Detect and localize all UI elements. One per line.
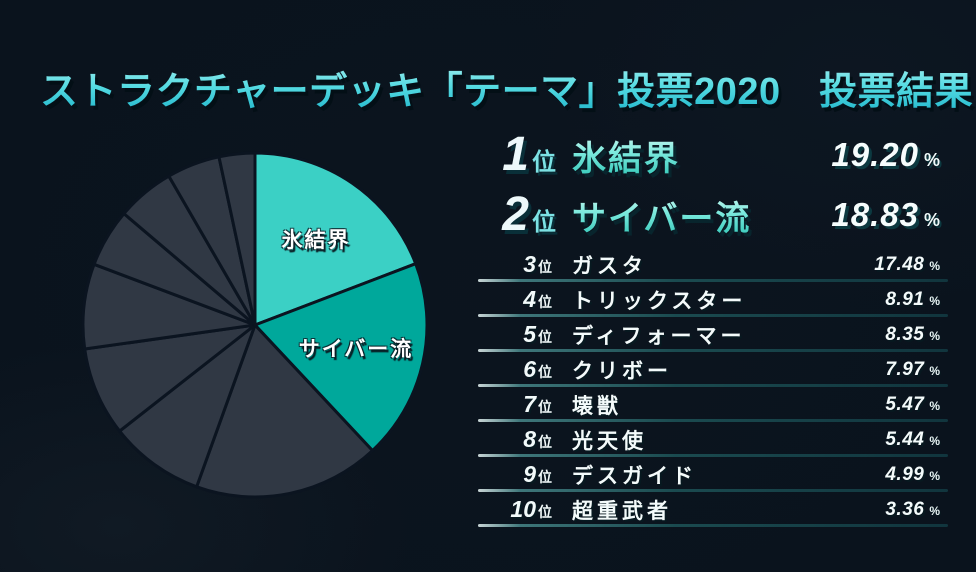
pie-chart	[80, 150, 430, 500]
vote-percent: 7.97 %	[885, 359, 940, 381]
ranking-row: 4 位 トリックスター 8.91 %	[478, 282, 948, 317]
vote-percent: 5.47 %	[885, 394, 940, 416]
ranking-row: 3 位 ガスタ 17.48 %	[478, 247, 948, 282]
rank-cell: 7 位	[482, 390, 552, 417]
rank-number: 9	[523, 460, 536, 487]
percent-sign: %	[923, 210, 940, 230]
ranking-row: 7 位 壊獣 5.47 %	[478, 387, 948, 422]
ranking-row: 10 位 超重武者 3.36 %	[478, 492, 948, 527]
theme-name: サイバー流	[572, 191, 831, 240]
rank-cell: 2 位	[482, 191, 556, 239]
vote-percent: 4.99 %	[885, 464, 940, 486]
rank-cell: 6 位	[482, 355, 552, 382]
top-rank-row-2: 2 位 サイバー流 18.83 %	[482, 186, 940, 244]
rank-cell: 8 位	[482, 425, 552, 452]
vote-percent: 17.48 %	[874, 254, 940, 276]
rank-suffix: 位	[538, 328, 552, 345]
percent-value: 17.48	[874, 253, 925, 275]
theme-name: トリックスター	[572, 289, 747, 313]
ranking-row: 8 位 光天使 5.44 %	[478, 422, 948, 457]
rank-suffix: 位	[538, 258, 552, 275]
rank-cell: 9 位	[482, 460, 552, 487]
theme-name: 氷結界	[572, 131, 831, 180]
pie-slice-2	[253, 262, 429, 453]
pie-slice-10	[217, 151, 257, 327]
percent-sign: %	[929, 433, 940, 448]
ranking-row: 5 位 ディフォーマー 8.35 %	[478, 317, 948, 352]
rank-suffix: 位	[532, 209, 556, 236]
vote-percent: 3.36 %	[885, 499, 940, 521]
rank-number: 10	[510, 495, 536, 522]
rank-suffix: 位	[538, 503, 552, 520]
rank-suffix: 位	[538, 433, 552, 450]
rank-number: 1	[502, 128, 529, 181]
ranking-row: 9 位 デスガイド 4.99 %	[478, 457, 948, 492]
rank-suffix: 位	[538, 468, 552, 485]
ranking-row: 6 位 クリボー 7.97 %	[478, 352, 948, 387]
rank-number: 4	[523, 285, 536, 312]
percent-value: 3.36	[885, 498, 925, 520]
rank-number: 7	[523, 390, 536, 417]
rank-number: 2	[502, 188, 529, 241]
pie-slice-1	[253, 151, 418, 327]
percent-sign: %	[929, 363, 940, 378]
theme-name: 光天使	[572, 429, 647, 453]
rank-cell: 5 位	[482, 320, 552, 347]
vote-percent: 8.35 %	[885, 324, 940, 346]
percent-value: 5.47	[885, 393, 925, 415]
percent-value: 7.97	[885, 358, 925, 380]
rank-suffix: 位	[538, 363, 552, 380]
vote-percent: 18.83 %	[831, 196, 940, 234]
percent-sign: %	[929, 293, 940, 308]
theme-name: ディフォーマー	[572, 324, 746, 348]
percent-sign: %	[929, 503, 940, 518]
vote-percent: 8.91 %	[885, 289, 940, 311]
percent-value: 5.44	[885, 428, 925, 450]
rank-cell: 4 位	[482, 285, 552, 312]
percent-sign: %	[929, 468, 940, 483]
theme-name: 壊獣	[572, 394, 622, 418]
rank-suffix: 位	[538, 398, 552, 415]
percent-sign: %	[929, 258, 940, 273]
rank-suffix: 位	[532, 149, 556, 176]
pie-chart-svg	[81, 151, 429, 499]
rank-number: 5	[523, 320, 536, 347]
percent-value: 8.35	[885, 323, 925, 345]
theme-name: デスガイド	[572, 464, 697, 488]
pie-slice-label-1: 氷結界	[281, 229, 351, 252]
percent-value: 19.20	[831, 136, 919, 173]
rank-number: 3	[523, 250, 536, 277]
vote-percent: 5.44 %	[885, 429, 940, 451]
theme-name: クリボー	[572, 359, 672, 383]
rank-list: 3 位 ガスタ 17.48 % 4 位 トリックスター 8.91 % 5	[478, 247, 948, 527]
percent-value: 4.99	[885, 463, 925, 485]
rank-number: 6	[523, 355, 536, 382]
percent-sign: %	[923, 150, 940, 170]
theme-name: 超重武者	[572, 499, 672, 523]
pie-slice-5	[83, 323, 257, 433]
percent-value: 8.91	[885, 288, 925, 310]
rank-number: 8	[523, 425, 536, 452]
percent-value: 18.83	[831, 196, 919, 233]
percent-sign: %	[929, 398, 940, 413]
rank-cell: 10 位	[482, 495, 552, 522]
top-rank-row-1: 1 位 氷結界 19.20 %	[482, 126, 940, 184]
rank-cell: 3 位	[482, 250, 552, 277]
page-title: ストラクチャーデッキ「テーマ」投票2020 投票結果!	[40, 60, 976, 115]
pie-slice-4	[118, 323, 257, 489]
rank-cell: 1 位	[482, 131, 556, 179]
percent-sign: %	[929, 328, 940, 343]
vote-percent: 19.20 %	[831, 136, 940, 174]
pie-slice-label-2: サイバー流	[298, 338, 414, 361]
theme-name: ガスタ	[572, 254, 647, 278]
rank-suffix: 位	[538, 293, 552, 310]
